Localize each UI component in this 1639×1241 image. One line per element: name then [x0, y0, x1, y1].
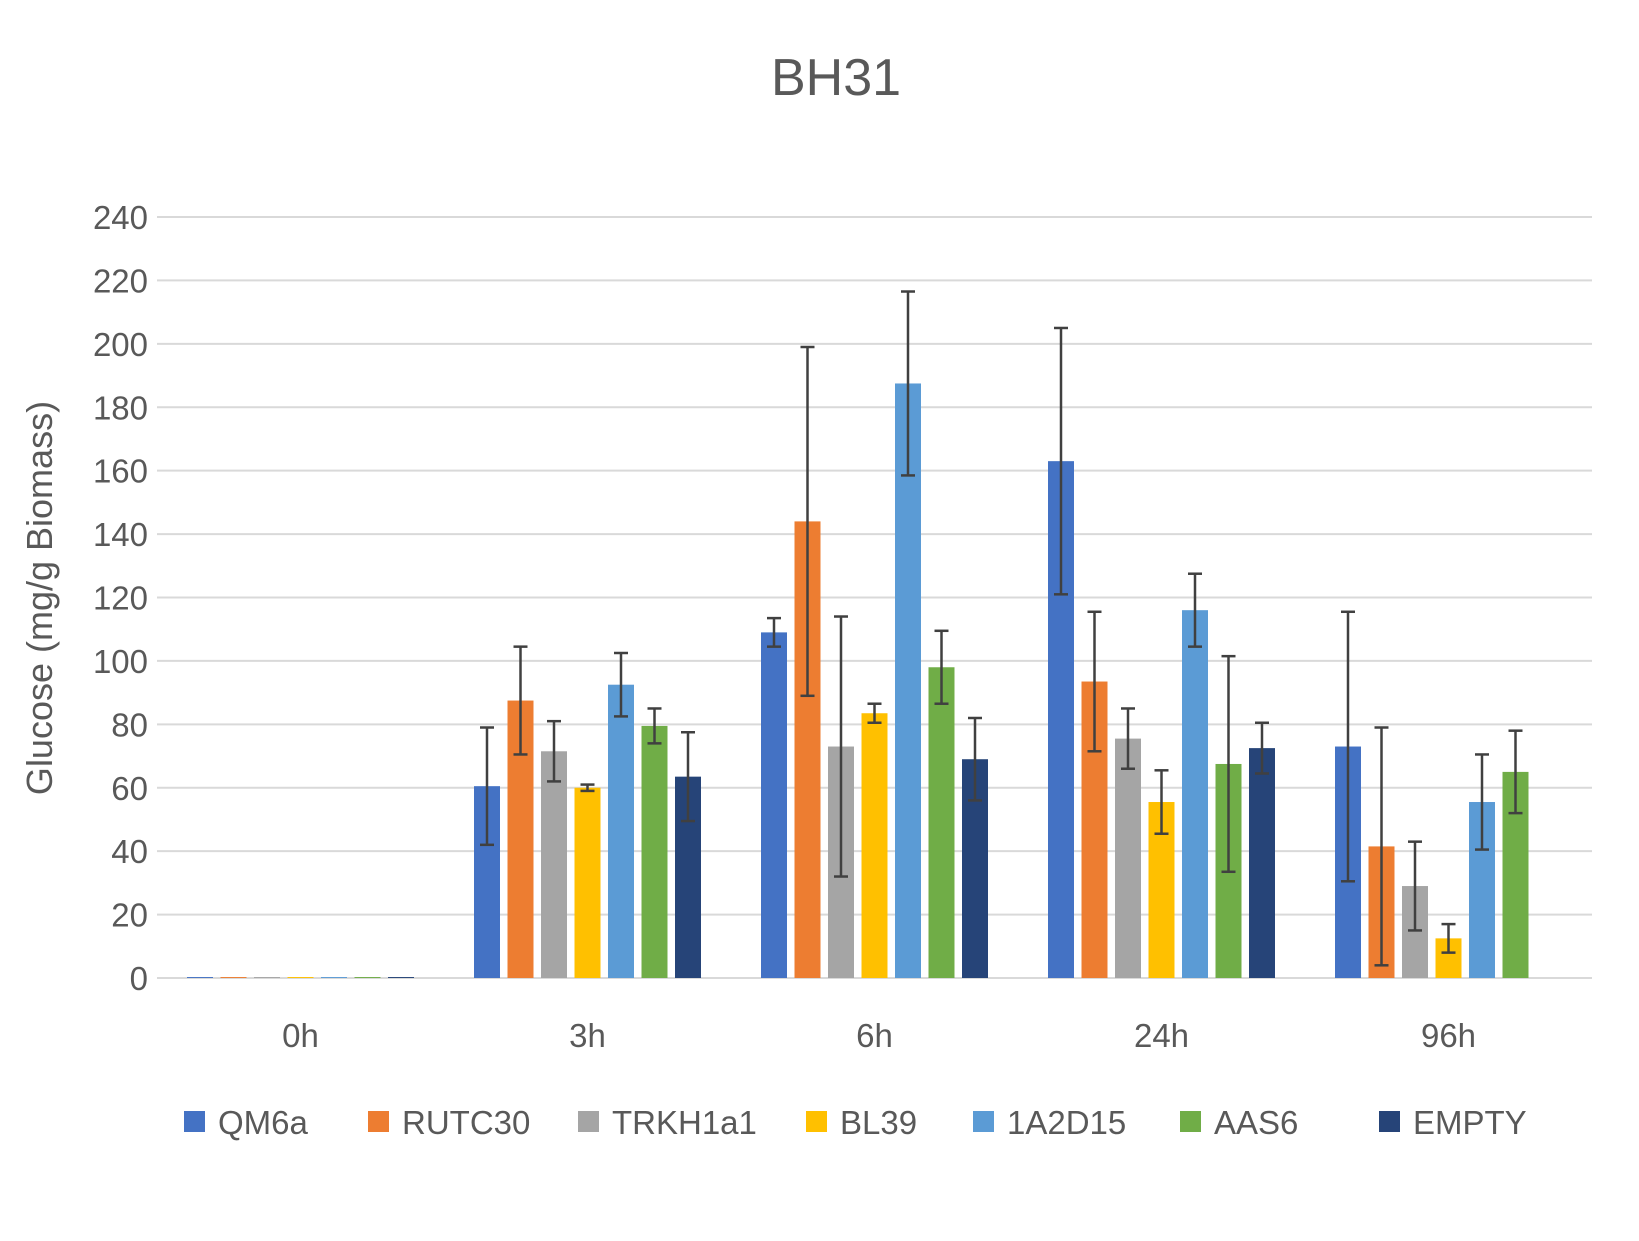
legend-item-TRKH1a1: TRKH1a1 [578, 1104, 757, 1141]
legend-item-BL39: BL39 [806, 1104, 917, 1141]
x-tick-label: 3h [569, 1017, 606, 1054]
y-axis-label: Glucose (mg/g Biomass) [19, 401, 60, 795]
bar-QM6a-6h [761, 632, 787, 978]
legend-swatch [806, 1111, 827, 1132]
x-tick-label: 24h [1134, 1017, 1189, 1054]
y-tick-label: 140 [93, 516, 148, 553]
y-tick-label: 160 [93, 453, 148, 490]
error-bar-EMPTY-6h [968, 716, 982, 802]
chart-title: BH31 [771, 49, 901, 107]
bars [187, 383, 1529, 978]
legend-item-RUTC30: RUTC30 [368, 1104, 530, 1141]
legend-item-1A2D15: 1A2D15 [973, 1104, 1126, 1141]
y-tick-label: 200 [93, 326, 148, 363]
y-tick-label: 40 [111, 833, 148, 870]
error-bar-BL39-96h [1441, 922, 1456, 954]
bar-TRKH1a1-24h [1115, 738, 1141, 978]
x-axis-ticks: 0h 3h 6h 24h 96h [282, 1017, 1476, 1054]
bar-QM6a-0h [187, 977, 213, 978]
bar-1A2D15-3h [608, 684, 634, 978]
error-bar-1A2D15-3h [614, 651, 628, 718]
error-bar-RUTC30-6h [800, 345, 815, 698]
error-bar-AAS6-24h [1221, 654, 1236, 874]
y-axis-ticks: 0 20 40 60 80 100 120 140 160 180 200 220 240 [93, 199, 148, 997]
bar-BL39-0h [287, 977, 314, 978]
error-bar-RUTC30-24h [1087, 610, 1102, 753]
y-tick-label: 60 [111, 770, 148, 807]
error-bar-QM6a-24h [1054, 326, 1068, 596]
legend-item-EMPTY: EMPTY [1379, 1104, 1527, 1141]
legend-swatch [1379, 1111, 1400, 1132]
error-bar-BL39-6h [867, 702, 882, 724]
legend-label: EMPTY [1413, 1104, 1527, 1141]
error-bar-RUTC30-3h [513, 645, 528, 756]
y-tick-label: 120 [93, 580, 148, 617]
legend-label: TRKH1a1 [612, 1104, 757, 1141]
legend: QM6a RUTC30 TRKH1a1 BL39 1A2D15 AAS6 EMPTY [184, 1104, 1527, 1141]
bar-1A2D15-24h [1182, 610, 1208, 978]
error-bar-TRKH1a1-6h [834, 615, 848, 878]
error-bar-BL39-24h [1154, 769, 1169, 835]
error-bar-1A2D15-6h [901, 290, 915, 477]
y-tick-label: 220 [93, 262, 148, 299]
legend-label: 1A2D15 [1007, 1104, 1126, 1141]
error-bar-QM6a-96h [1341, 610, 1355, 883]
bar-EMPTY-0h [388, 977, 414, 978]
legend-swatch [368, 1111, 389, 1132]
bar-AAS6-6h [928, 667, 955, 978]
error-bar-AAS6-96h [1508, 729, 1523, 815]
legend-swatch [184, 1111, 205, 1132]
legend-label: BL39 [840, 1104, 917, 1141]
bar-AAS6-0h [354, 977, 381, 978]
bar-TRKH1a1-0h [254, 977, 280, 978]
bar-BL39-6h [861, 713, 888, 978]
bar-RUTC30-0h [220, 977, 247, 978]
y-tick-label: 0 [130, 960, 148, 997]
legend-item-AAS6: AAS6 [1180, 1104, 1298, 1141]
error-bar-RUTC30-96h [1374, 726, 1389, 967]
bar-TRKH1a1-3h [541, 751, 567, 978]
error-bar-TRKH1a1-96h [1408, 840, 1422, 932]
y-tick-label: 180 [93, 389, 148, 426]
error-bars [480, 290, 1523, 967]
x-tick-label: 6h [856, 1017, 893, 1054]
error-bar-QM6a-6h [767, 616, 781, 648]
error-bar-EMPTY-24h [1255, 721, 1269, 775]
legend-swatch [1180, 1111, 1201, 1132]
legend-label: RUTC30 [402, 1104, 530, 1141]
error-bar-AAS6-6h [934, 629, 949, 705]
x-tick-label: 0h [282, 1017, 319, 1054]
error-bar-TRKH1a1-3h [547, 719, 561, 783]
legend-label: QM6a [218, 1104, 309, 1141]
bar-1A2D15-0h [321, 977, 347, 978]
error-bar-QM6a-3h [480, 726, 494, 847]
legend-label: AAS6 [1214, 1104, 1298, 1141]
error-bar-AAS6-3h [647, 707, 662, 745]
error-bar-1A2D15-96h [1475, 753, 1489, 851]
error-bar-TRKH1a1-24h [1121, 707, 1135, 770]
y-tick-label: 100 [93, 643, 148, 680]
legend-swatch [973, 1111, 994, 1132]
bar-EMPTY-24h [1249, 748, 1275, 978]
y-tick-label: 240 [93, 199, 148, 236]
bar-BL39-3h [574, 787, 601, 978]
legend-item-QM6a: QM6a [184, 1104, 309, 1141]
y-tick-label: 20 [111, 897, 148, 934]
error-bar-BL39-3h [580, 783, 595, 793]
y-tick-label: 80 [111, 706, 148, 743]
bar-1A2D15-6h [895, 383, 921, 978]
legend-swatch [578, 1111, 599, 1132]
error-bar-1A2D15-24h [1188, 572, 1202, 648]
error-bar-EMPTY-3h [681, 731, 695, 823]
x-tick-label: 96h [1421, 1017, 1476, 1054]
bar-AAS6-3h [641, 725, 668, 978]
